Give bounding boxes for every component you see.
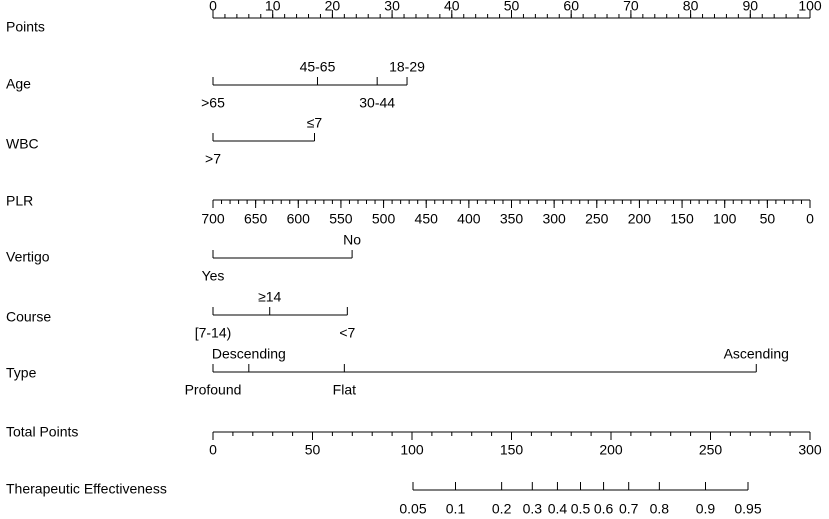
tick-label: 50 — [760, 211, 776, 227]
row-label: Age — [6, 76, 31, 92]
tick-label: 300 — [542, 211, 566, 227]
level-label: Yes — [202, 268, 225, 284]
level-label: 45-65 — [300, 59, 336, 75]
tick-label: 0.3 — [523, 501, 543, 517]
row-label: Course — [6, 309, 51, 325]
row-label: Therapeutic Effectiveness — [6, 481, 167, 497]
tick-label: 60 — [563, 0, 579, 14]
tick-label: 90 — [743, 0, 759, 14]
tick-label: 400 — [457, 211, 481, 227]
tick-label: 50 — [305, 442, 321, 458]
row-label: WBC — [6, 136, 39, 152]
row-label: Type — [6, 365, 37, 381]
tick-label: 150 — [670, 211, 694, 227]
tick-label: 300 — [798, 442, 822, 458]
tick-label: 200 — [628, 211, 652, 227]
level-label: No — [343, 232, 361, 248]
tick-label: 20 — [325, 0, 341, 14]
level-label: Profound — [185, 382, 242, 398]
level-label: Ascending — [724, 346, 789, 362]
row-label: Total Points — [6, 424, 78, 440]
tick-label: 0 — [209, 0, 217, 14]
level-label: 18-29 — [389, 59, 425, 75]
tick-label: 450 — [415, 211, 439, 227]
tick-label: 250 — [699, 442, 723, 458]
tick-label: 100 — [713, 211, 737, 227]
tick-label: 0.7 — [619, 501, 639, 517]
tick-label: 0.8 — [650, 501, 670, 517]
tick-label: 350 — [500, 211, 524, 227]
level-label: <7 — [339, 325, 355, 341]
row-label: Vertigo — [6, 249, 50, 265]
level-label: Descending — [212, 346, 286, 362]
tick-label: 50 — [504, 0, 520, 14]
tick-label: 150 — [500, 442, 524, 458]
tick-label: 10 — [265, 0, 281, 14]
tick-label: 550 — [329, 211, 353, 227]
row-label: Points — [6, 19, 45, 35]
tick-label: 0.5 — [571, 501, 591, 517]
tick-label: 700 — [201, 211, 225, 227]
tick-label: 0 — [806, 211, 814, 227]
level-label: 30-44 — [359, 95, 395, 111]
tick-label: 0 — [209, 442, 217, 458]
tick-label: 100 — [400, 442, 424, 458]
tick-label: 0.6 — [594, 501, 614, 517]
tick-label: 80 — [683, 0, 699, 14]
row-label: PLR — [6, 193, 33, 209]
tick-label: 0.1 — [446, 501, 466, 517]
tick-label: 0.2 — [492, 501, 512, 517]
tick-label: 0.95 — [734, 501, 761, 517]
level-label: >65 — [201, 95, 225, 111]
level-label: >7 — [205, 151, 221, 167]
level-label: [7-14) — [195, 325, 232, 341]
tick-label: 500 — [372, 211, 396, 227]
tick-label: 70 — [623, 0, 639, 14]
tick-label: 0.9 — [696, 501, 716, 517]
tick-label: 40 — [444, 0, 460, 14]
tick-label: 0.05 — [399, 501, 426, 517]
tick-label: 100 — [798, 0, 822, 14]
tick-label: 30 — [384, 0, 400, 14]
tick-label: 600 — [287, 211, 311, 227]
tick-label: 250 — [585, 211, 609, 227]
level-label: ≥14 — [258, 289, 281, 305]
tick-label: 0.4 — [548, 501, 568, 517]
level-label: ≤7 — [307, 115, 323, 131]
tick-label: 650 — [244, 211, 268, 227]
level-label: Flat — [333, 382, 356, 398]
tick-label: 200 — [599, 442, 623, 458]
